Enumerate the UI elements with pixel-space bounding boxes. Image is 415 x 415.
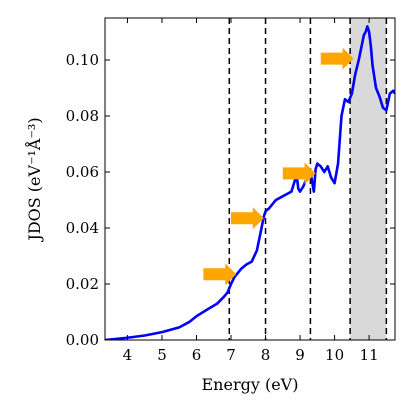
x-tick-label: 6 — [192, 346, 202, 364]
x-tick-label: 4 — [123, 346, 133, 364]
x-tick-label: 8 — [261, 346, 271, 364]
y-tick-label: 0.00 — [66, 331, 99, 349]
orange-arrow-3 — [320, 47, 354, 70]
x-axis-label: Energy (eV) — [202, 375, 299, 394]
x-tick-label: 9 — [295, 346, 305, 364]
series-layer — [105, 25, 395, 340]
x-axis-ticks: 4 5 6 7 8 9 10 11 — [123, 18, 379, 364]
orange-arrow-0 — [203, 263, 237, 286]
x-tick-label: 7 — [226, 346, 236, 364]
x-tick-label: 10 — [325, 346, 344, 364]
x-tick-label: 11 — [360, 346, 379, 364]
y-axis-label: JDOS (eV⁻¹Å⁻³) — [24, 117, 44, 242]
shaded-region-layer — [350, 18, 387, 340]
orange-arrow-1 — [231, 207, 264, 230]
y-axis-ticks: 0.00 0.02 0.04 0.06 0.08 0.10 — [66, 51, 395, 349]
y-tick-label: 0.08 — [66, 107, 99, 125]
series-line-0 — [105, 25, 395, 340]
y-tick-label: 0.10 — [66, 51, 99, 69]
plot-frame — [104, 17, 396, 341]
y-tick-label: 0.04 — [66, 219, 99, 237]
y-tick-label: 0.02 — [66, 275, 99, 293]
y-tick-label: 0.06 — [66, 163, 99, 181]
orange-arrow-2 — [282, 162, 316, 185]
shaded-region — [350, 18, 387, 340]
arrow-annotations-layer — [203, 47, 354, 286]
x-tick-label: 5 — [157, 346, 167, 364]
